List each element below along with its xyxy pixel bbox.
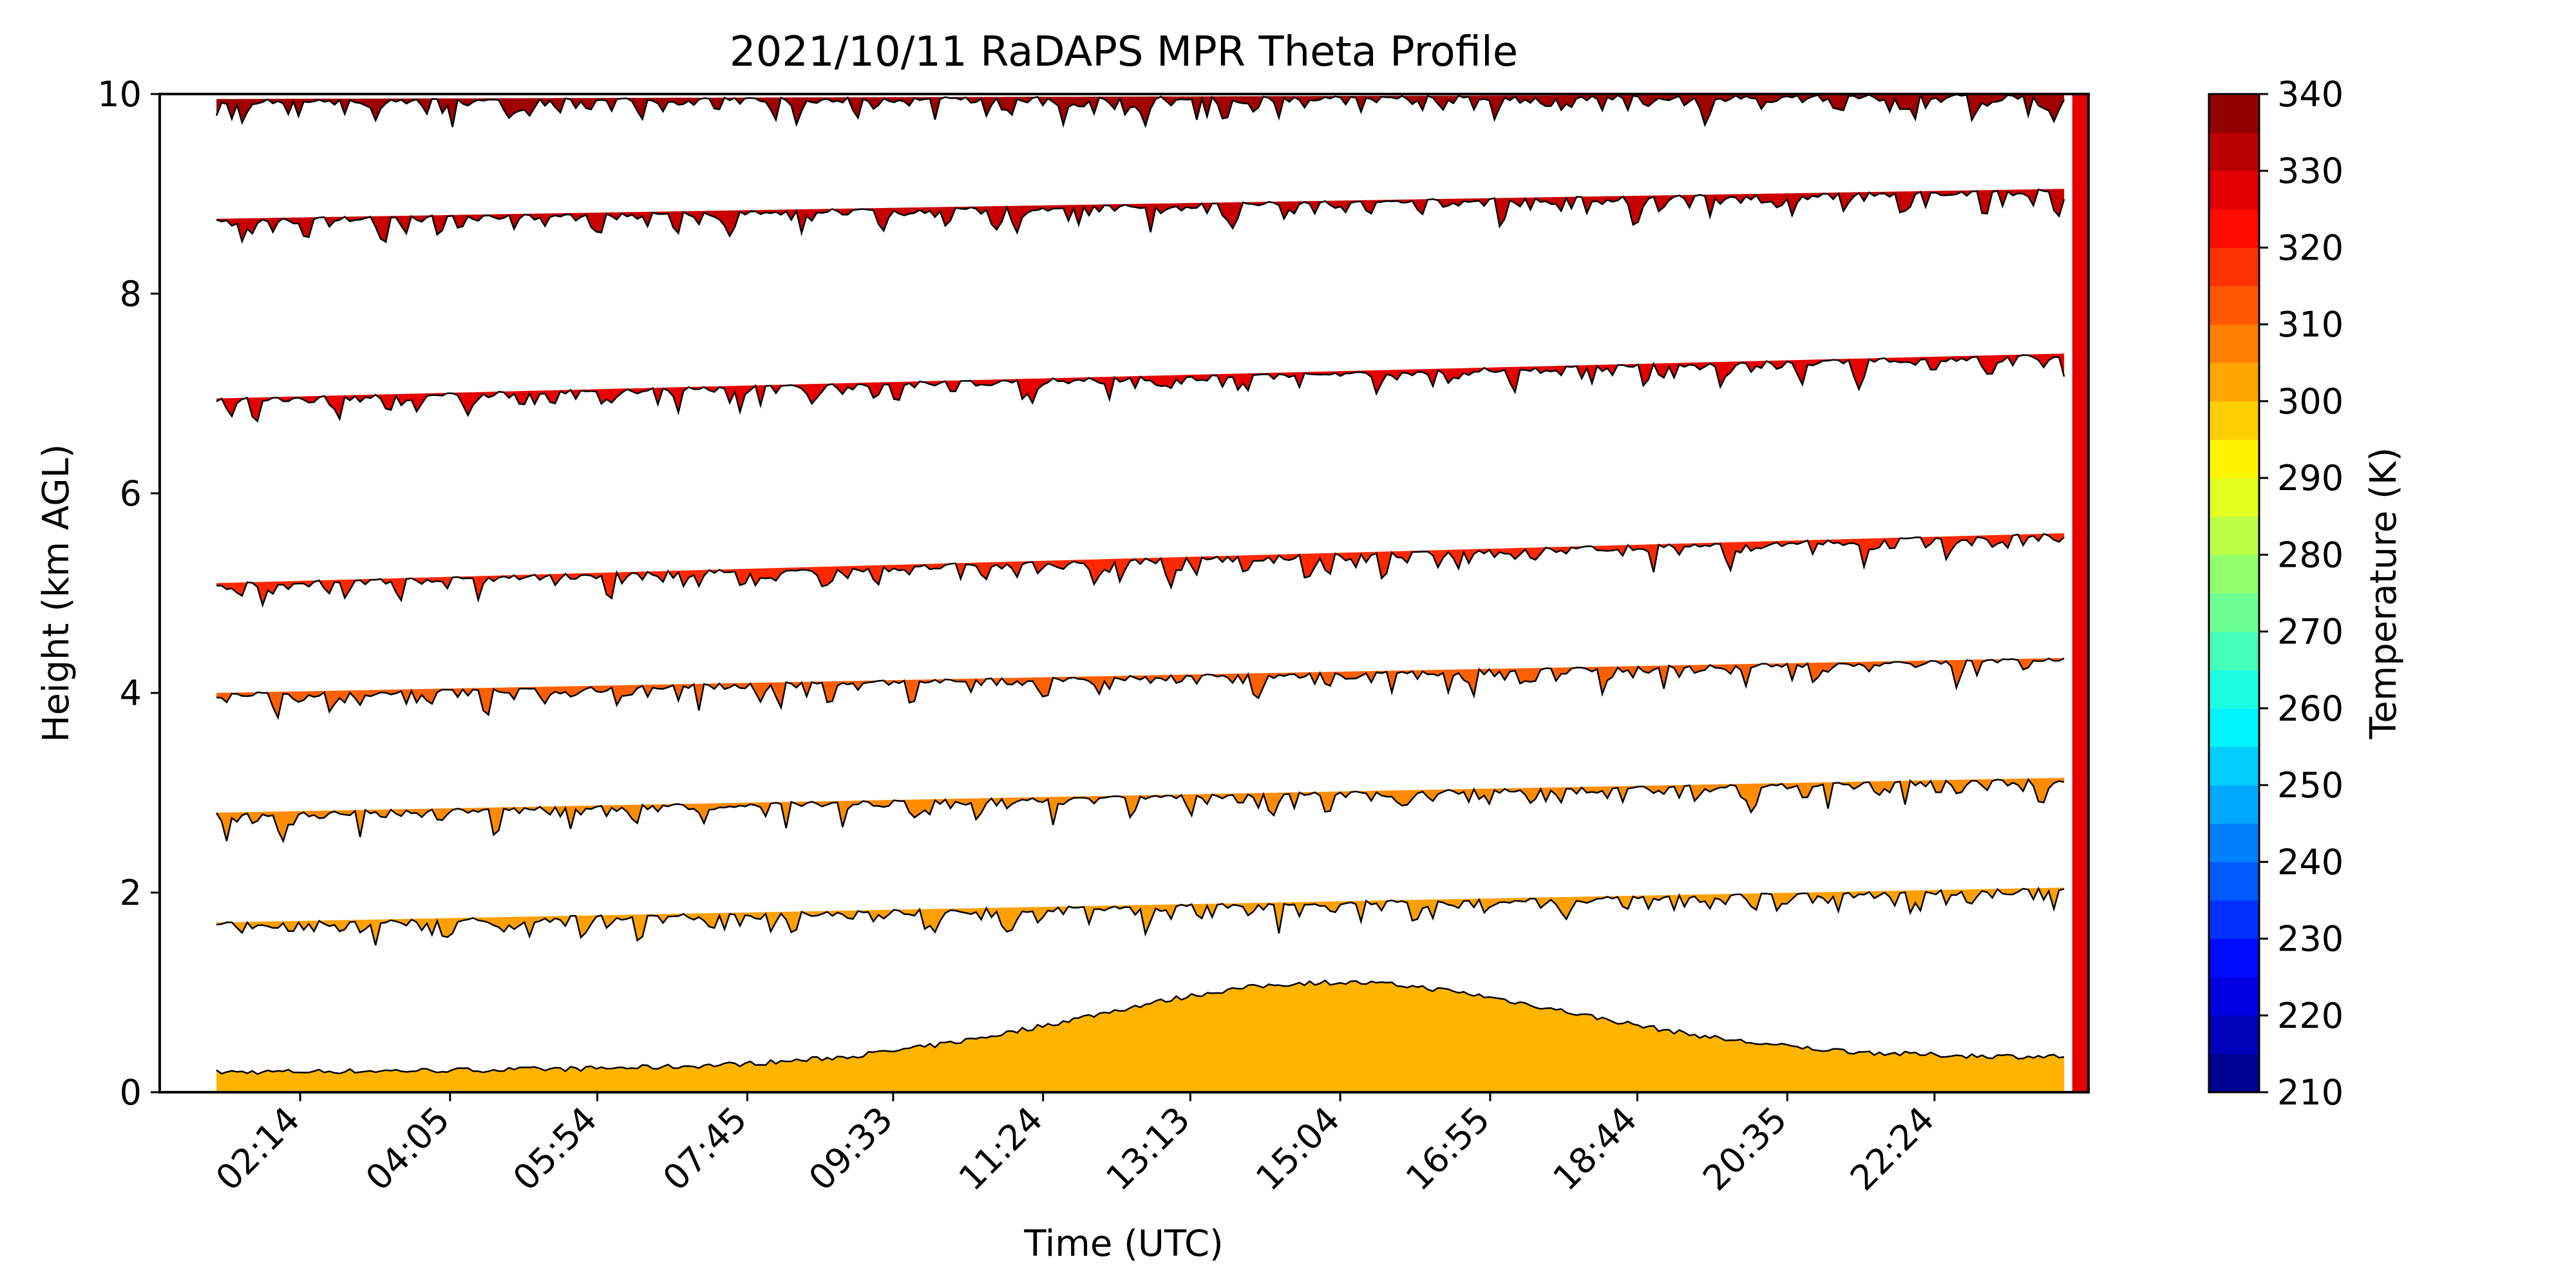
- x-tick-label: 22:24: [1842, 1099, 1942, 1198]
- y-tick-label: 2: [120, 873, 142, 913]
- contour-band-320: [216, 533, 2065, 608]
- colorbar-segment: [2209, 209, 2259, 248]
- colorbar-tick-label: 280: [2277, 535, 2344, 575]
- colorbar-segment: [2209, 363, 2259, 402]
- colorbar-segment: [2209, 862, 2259, 901]
- x-tick-label: 18:44: [1545, 1099, 1645, 1198]
- colorbar-tick-label: 230: [2277, 919, 2344, 960]
- x-tick-label: 11:24: [951, 1099, 1051, 1198]
- contour-line: [216, 354, 2065, 423]
- colorbar-tick-label: 340: [2277, 74, 2344, 115]
- colorbar-tick-label: 240: [2277, 842, 2344, 882]
- x-tick-label: 05:54: [505, 1099, 605, 1198]
- colorbar-segment: [2209, 746, 2259, 786]
- x-tick-label: 04:05: [358, 1099, 458, 1198]
- x-tick-label: 09:33: [801, 1099, 901, 1198]
- x-tick-label: 16:55: [1398, 1099, 1498, 1198]
- colorbar-tick-label: 300: [2277, 381, 2344, 422]
- x-tick-label: 20:35: [1695, 1099, 1795, 1198]
- contour-line: [216, 778, 2065, 844]
- colorbar-segment: [2209, 977, 2259, 1016]
- plot-frame: [158, 93, 2090, 1094]
- colorbar-segment: [2209, 132, 2259, 171]
- contour-line: [215, 94, 2065, 129]
- colorbar-segment: [2209, 94, 2259, 133]
- colorbar-segment: [2209, 554, 2259, 594]
- contour-band-310: [216, 777, 2065, 844]
- colorbar-segment: [2209, 670, 2259, 709]
- colorbar-segment: [2209, 247, 2259, 287]
- colorbar-label: Temperature (K): [2363, 448, 2405, 740]
- colorbar-segment: [2209, 938, 2259, 978]
- colorbar-segment: [2209, 401, 2259, 440]
- y-tick-label: 10: [97, 74, 142, 115]
- colorbar-tick-label: 290: [2277, 458, 2344, 498]
- y-tick-label: 0: [120, 1072, 142, 1113]
- colorbar-segment: [2209, 900, 2259, 940]
- colorbar-tick-label: 330: [2277, 151, 2344, 191]
- colorbar-segment: [2209, 324, 2259, 363]
- x-tick-label: 15:04: [1248, 1099, 1348, 1198]
- plot-area: [160, 94, 2088, 1092]
- contour-band-305: [216, 886, 2065, 946]
- y-tick-label: 8: [120, 274, 142, 314]
- colorbar-segment: [2209, 1015, 2259, 1054]
- y-tick-label: 4: [120, 673, 142, 714]
- contour-line: [216, 188, 2065, 244]
- colorbar-segment: [2209, 286, 2259, 325]
- contour-line: [216, 533, 2065, 608]
- colorbar-tick-label: 260: [2277, 688, 2344, 729]
- x-tick-label: 02:14: [208, 1099, 308, 1198]
- colorbar-segment: [2209, 1054, 2259, 1093]
- contour-band-330: [216, 188, 2065, 244]
- x-tick-label: 07:45: [655, 1099, 755, 1198]
- contour-band-315: [216, 658, 2065, 721]
- contour-line: [216, 658, 2065, 721]
- contour-line: [216, 886, 2065, 946]
- x-axis-label: Time (UTC): [1023, 1223, 1224, 1265]
- chart-title: 2021/10/11 RaDAPS MPR Theta Profile: [730, 28, 1518, 76]
- colorbar-segment: [2209, 593, 2259, 632]
- colorbar-segment: [2209, 823, 2259, 862]
- colorbar-tick-label: 320: [2277, 227, 2344, 268]
- colorbar-segment: [2209, 171, 2259, 210]
- contour-band-300: [216, 979, 2065, 1092]
- x-tick-label: 13:13: [1098, 1099, 1198, 1198]
- y-axis-label: Height (km AGL): [35, 444, 77, 742]
- colorbar-segment: [2209, 478, 2259, 517]
- colorbar-segment: [2209, 708, 2259, 747]
- colorbar-tick-label: 220: [2277, 996, 2344, 1036]
- contour-band-335: [215, 94, 2065, 129]
- colorbar-tick-label: 270: [2277, 612, 2344, 652]
- colorbar-tick-label: 210: [2277, 1072, 2344, 1113]
- colorbar-segment: [2209, 785, 2259, 824]
- colorbar-tick-label: 310: [2277, 305, 2344, 345]
- colorbar: 210 220 230 240 250 260 270 280 290 300 310 320 330 3…: [2208, 74, 2344, 1113]
- y-tick-label: 6: [120, 473, 142, 514]
- colorbar-segment: [2209, 439, 2259, 478]
- contour-band-325: [216, 354, 2065, 423]
- edge-strip: [2072, 94, 2088, 1092]
- colorbar-tick-label: 250: [2277, 765, 2344, 806]
- colorbar-segment: [2209, 631, 2259, 670]
- colorbar-segment: [2209, 516, 2259, 555]
